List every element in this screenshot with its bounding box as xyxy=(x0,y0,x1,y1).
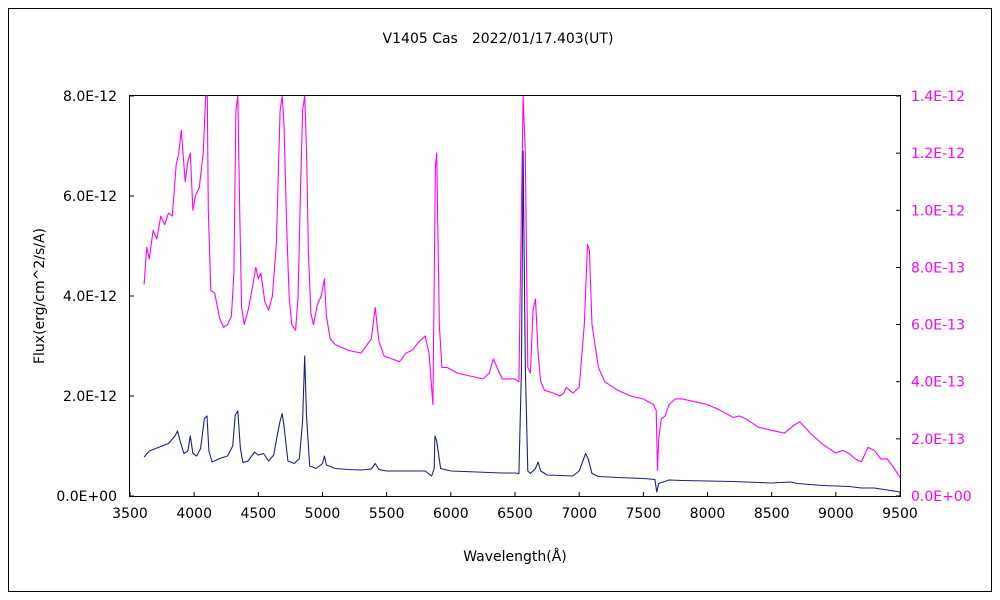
plot-area xyxy=(129,95,901,497)
series-layer xyxy=(143,95,901,493)
y-right-tick-label: 4.0E-13 xyxy=(911,375,965,391)
x-axis-label: Wavelength(Å) xyxy=(463,548,567,565)
x-tick-label: 9500 xyxy=(882,506,918,522)
y-left-tick-label: 6.0E-12 xyxy=(63,189,117,205)
x-tick-label: 5500 xyxy=(369,506,405,522)
y-left-tick-label: 8.0E-12 xyxy=(63,89,117,105)
x-tick-label: 8000 xyxy=(690,506,726,522)
y-axis-left: 0.0E+00 2.0E-12 4.0E-12 6.0E-12 8.0E-12 xyxy=(56,89,134,505)
y-right-tick-label: 1.2E-12 xyxy=(911,146,965,162)
y-axis-label: Flux(erg/cm^2/s/A) xyxy=(32,228,48,364)
y-left-tick-label: 2.0E-12 xyxy=(63,389,117,405)
series-line-right-axis xyxy=(143,95,901,478)
x-tick-label: 6500 xyxy=(497,506,533,522)
chart-title: V1405 Cas 2022/01/17.403(UT) xyxy=(383,31,614,47)
x-tick-label: 7000 xyxy=(561,506,597,522)
y-right-tick-label: 1.0E-12 xyxy=(911,203,965,219)
y-left-tick-label: 0.0E+00 xyxy=(56,489,117,505)
x-tick-label: 4500 xyxy=(241,506,277,522)
y-right-tick-label: 6.0E-13 xyxy=(911,318,965,334)
y-right-tick-label: 8.0E-13 xyxy=(911,260,965,276)
x-tick-label: 8500 xyxy=(754,506,790,522)
x-axis: 3500 4000 4500 5000 5500 6000 6500 7000 7500 8000… xyxy=(112,492,918,522)
y-axis-right: 0.0E+00 2.0E-13 4.0E-13 6.0E-13 8.0E-13 1.0E-… xyxy=(896,89,972,505)
x-tick-label: 9000 xyxy=(818,506,854,522)
x-tick-label: 7500 xyxy=(626,506,662,522)
series-line-left-axis xyxy=(143,150,901,493)
x-tick-label: 5000 xyxy=(305,506,341,522)
y-right-tick-label: 1.4E-12 xyxy=(911,89,965,105)
y-right-tick-label: 0.0E+00 xyxy=(911,489,972,505)
x-tick-label: 4000 xyxy=(176,506,212,522)
y-right-tick-label: 2.0E-13 xyxy=(911,432,965,448)
y-left-tick-label: 4.0E-12 xyxy=(63,289,117,305)
x-tick-label: 6000 xyxy=(433,506,469,522)
x-tick-label: 3500 xyxy=(112,506,148,522)
